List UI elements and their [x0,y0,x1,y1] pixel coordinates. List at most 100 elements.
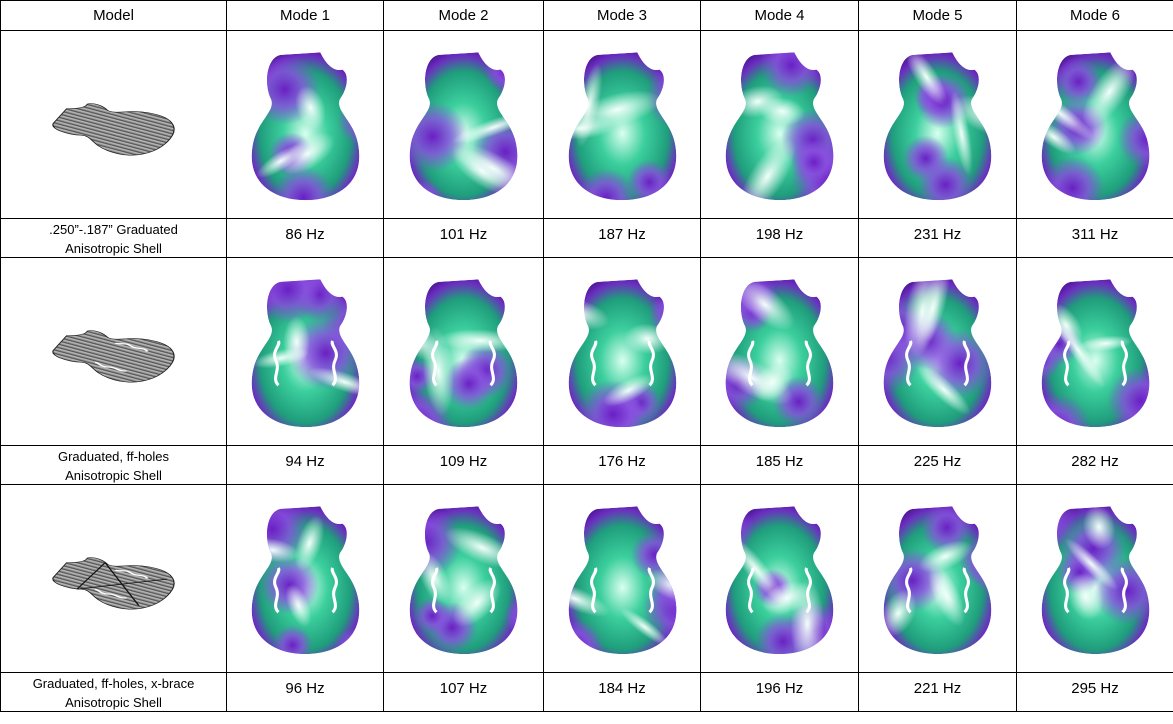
frequency: 311 Hz [1071,226,1119,243]
f-hole [647,566,655,613]
mode-shape [883,505,992,654]
frequency: 184 Hz [598,680,646,697]
f-hole [589,566,597,613]
frequency: 96 Hz [285,680,325,697]
frequency: 107 Hz [439,680,488,697]
frequency-cell: 107 Hz [383,672,544,712]
frequency-cell: 86 Hz [226,218,384,258]
mode-shape-image [1041,51,1149,200]
nodal-line [602,373,654,406]
mode-image-cell [543,30,701,219]
f-hole [905,339,913,386]
mode-image-cell [383,257,544,446]
nodal-line [307,366,359,397]
nodal-line [280,131,335,175]
antinode [442,357,495,410]
guitar-top [39,547,188,616]
mode-image-cell [700,484,859,673]
model-image-cell [0,257,227,446]
mode-image-cell [383,484,544,673]
header-cell: Mode 5 [858,0,1017,31]
antinode [576,167,636,200]
mode-shape [568,505,676,654]
header-row: Model Mode 1 Mode 2 Mode 3 Mode 4 Mode 5 Mode … [0,0,1173,31]
nodal-line [905,51,948,106]
f-hole [962,339,970,386]
frequency-cell: 187 Hz [543,218,701,258]
image-row [0,30,1173,219]
f-hole [804,566,812,613]
frequency-cell: 109 Hz [383,445,544,485]
mode-image-cell [226,484,384,673]
model-label: Graduated, ff-holes [57,449,170,464]
model-label-cell: Graduated, ff-holes Anisotropic Shell [0,445,227,485]
mode-shape [251,51,359,200]
f-hole [113,568,148,579]
f-hole [94,588,127,599]
mode-image-cell [858,257,1017,446]
nodal-line [451,146,513,194]
nodal-line [294,514,324,571]
mode-shape-image [725,278,834,427]
header-cell: Model [0,0,227,31]
antinode [271,165,335,200]
mode-shape [883,278,992,427]
nodal-line [915,278,950,350]
x-brace [75,561,167,606]
frequency: 225 Hz [913,453,962,470]
mode-shape-image [568,278,676,427]
frequency-cell: 184 Hz [543,672,701,712]
f-hole [962,566,970,613]
frequency-cell: 295 Hz [1016,672,1173,712]
guitar-model [39,547,188,616]
mode-shape [409,51,518,200]
antinode [1041,393,1091,427]
f-hole [804,339,812,386]
mode-image-cell [543,484,701,673]
model-label: .250”-.187” Graduated [49,222,178,237]
mode-shape-image [251,51,359,200]
image-row [0,484,1173,673]
model-image [39,320,188,389]
nodal-line [1081,55,1136,127]
mode-image-cell [1016,257,1173,446]
mode-image-cell [858,30,1017,219]
guitar-top [39,93,188,162]
nodal-line [735,278,795,331]
antinode [568,55,582,95]
label-row: Graduated, ff-holes, x-brace Anisotropic … [0,672,1173,712]
header-cell: Mode 2 [383,0,544,31]
nodal-line [928,564,966,626]
model-image-cell [0,484,227,673]
nodal-line [1064,537,1118,590]
model-label-cell: Graduated, ff-holes, x-brace Anisotropic … [0,672,227,712]
f-hole [431,566,439,613]
frequency: 109 Hz [439,453,488,470]
mode-shape-image [883,278,992,427]
nodal-line [1067,572,1104,620]
frequency: 196 Hz [755,680,804,697]
mode-shape [725,278,834,427]
f-hole [330,339,338,386]
model-image [39,547,188,616]
f-hole [1062,339,1070,386]
frequency-cell: 185 Hz [700,445,859,485]
f-hole [1120,339,1128,386]
nodal-line [619,607,669,646]
frequency: 231 Hz [913,226,962,243]
nodal-line [1082,505,1115,549]
antinode [760,51,823,96]
model-label: Anisotropic Shell [65,468,162,483]
mode-shape-image [251,505,359,654]
f-hole [488,566,496,613]
header-cell: Mode 6 [1016,0,1173,31]
mode-image-cell [1016,30,1173,219]
model-label: Anisotropic Shell [65,241,162,256]
nodal-line [1078,335,1132,351]
guitar-top [39,320,188,389]
f-hole [589,339,597,386]
mode-shape-image [725,505,834,654]
f-hole [747,566,755,613]
